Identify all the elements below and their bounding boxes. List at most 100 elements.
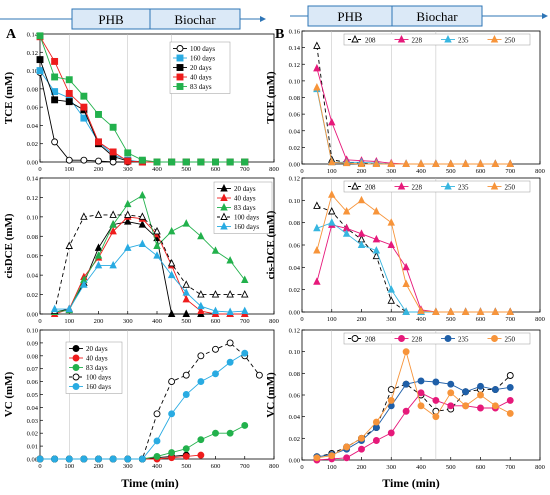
legend-label: 228 xyxy=(412,37,423,45)
data-point xyxy=(94,243,103,251)
data-point xyxy=(447,402,455,410)
data-point xyxy=(387,159,395,167)
series-235 xyxy=(313,218,514,315)
y-tick-label: 0.04 xyxy=(27,123,39,130)
legend-marker xyxy=(397,181,406,190)
data-point xyxy=(241,275,249,283)
y-tick-label: 0.03 xyxy=(27,418,38,425)
legend-label: 83 days xyxy=(234,204,256,212)
data-point xyxy=(36,32,44,40)
data-point xyxy=(313,63,321,72)
legend-label: 20 days xyxy=(190,64,212,72)
data-point xyxy=(402,348,410,356)
y-tick-label: 0.08 xyxy=(289,95,300,102)
data-point xyxy=(506,396,514,404)
data-point xyxy=(402,380,410,388)
legend-marker xyxy=(444,335,452,342)
legend-label: 83 days xyxy=(190,83,212,91)
data-point xyxy=(182,371,190,379)
data-point xyxy=(182,391,190,398)
data-point xyxy=(95,157,102,165)
banner-b: PHB Biochar xyxy=(290,5,548,27)
legend-label: 228 xyxy=(412,336,423,344)
x-tick-label: 700 xyxy=(240,463,250,470)
y-tick-label: 0.06 xyxy=(27,105,39,112)
y-tick-label: 0.08 xyxy=(27,234,38,241)
series-line xyxy=(316,89,511,165)
y-tick-label: 0.02 xyxy=(289,287,300,294)
data-point xyxy=(167,226,176,235)
legend-label: 20 days xyxy=(86,345,108,353)
legend-marker xyxy=(72,383,80,390)
data-point xyxy=(226,290,234,298)
legend-marker xyxy=(490,181,499,190)
plot-frame xyxy=(39,33,275,163)
data-point xyxy=(387,296,395,304)
x-tick-label: 800 xyxy=(535,464,545,471)
legend-label: 208 xyxy=(365,184,376,192)
data-point xyxy=(506,372,514,379)
series-235 xyxy=(313,84,514,167)
y-tick-label: 0.06 xyxy=(289,393,301,400)
legend-label: 235 xyxy=(458,336,469,344)
data-point xyxy=(211,290,220,298)
data-point xyxy=(36,455,44,463)
legend-marker xyxy=(351,335,359,342)
data-point xyxy=(462,388,470,396)
chart-b-vc: 0.00 0.02 0.04 0.06 0.08 0.10 0.12 0 100 200 300 40… xyxy=(265,328,545,472)
x-tick-label: 0 xyxy=(38,463,41,470)
series-line xyxy=(316,224,511,313)
series-250 xyxy=(313,190,514,315)
data-point xyxy=(168,449,176,456)
data-point xyxy=(138,156,146,164)
x-tick-label: 400 xyxy=(152,166,162,173)
legend-marker xyxy=(491,335,498,342)
data-point xyxy=(343,443,351,451)
data-point xyxy=(182,219,190,227)
y-tick-label: 0.02 xyxy=(27,292,38,299)
legend-label: 160 days xyxy=(234,223,259,231)
x-tick-label: 0 xyxy=(38,318,41,325)
legend-box xyxy=(343,33,531,46)
legend-marker xyxy=(220,183,228,192)
x-tick-label: 200 xyxy=(357,464,367,471)
data-point xyxy=(153,251,161,259)
data-point xyxy=(51,96,59,104)
data-point xyxy=(182,294,190,303)
series-250 xyxy=(313,83,514,167)
x-tick-label: 200 xyxy=(94,166,104,173)
legend-label: 250 xyxy=(505,184,516,192)
data-point xyxy=(36,56,44,64)
legend-marker xyxy=(444,34,452,43)
legend-marker xyxy=(72,364,80,371)
y-tick-label: 0.14 xyxy=(289,45,301,52)
data-point xyxy=(417,159,425,167)
y-tick-label: 0.07 xyxy=(27,366,39,373)
plot-frame xyxy=(301,177,541,313)
panel-label-a: A xyxy=(6,27,17,42)
legend-marker xyxy=(72,373,80,381)
data-point xyxy=(197,301,205,310)
banner-a-biochar: Biochar xyxy=(174,12,216,27)
data-point xyxy=(477,404,484,412)
legend-label: 235 xyxy=(458,184,469,192)
legend-marker xyxy=(444,181,452,190)
data-point xyxy=(124,199,132,208)
y-tick-label: 0.06 xyxy=(27,253,39,260)
data-point xyxy=(182,452,190,460)
legend-label: 100 days xyxy=(234,214,259,222)
x-tick-label: 300 xyxy=(386,168,396,175)
data-point xyxy=(387,396,395,404)
data-point xyxy=(226,339,234,347)
data-point xyxy=(167,270,176,279)
data-point xyxy=(477,391,484,399)
data-point xyxy=(358,445,365,453)
data-point xyxy=(80,103,88,111)
legend-label: 100 days xyxy=(86,374,111,382)
x-tick-label: 500 xyxy=(446,316,456,323)
legend-label: 235 xyxy=(458,37,469,45)
y-tick-label: 0.10 xyxy=(27,328,38,335)
data-point xyxy=(387,429,395,437)
x-tick-label: 600 xyxy=(476,168,486,175)
data-point xyxy=(357,240,366,248)
